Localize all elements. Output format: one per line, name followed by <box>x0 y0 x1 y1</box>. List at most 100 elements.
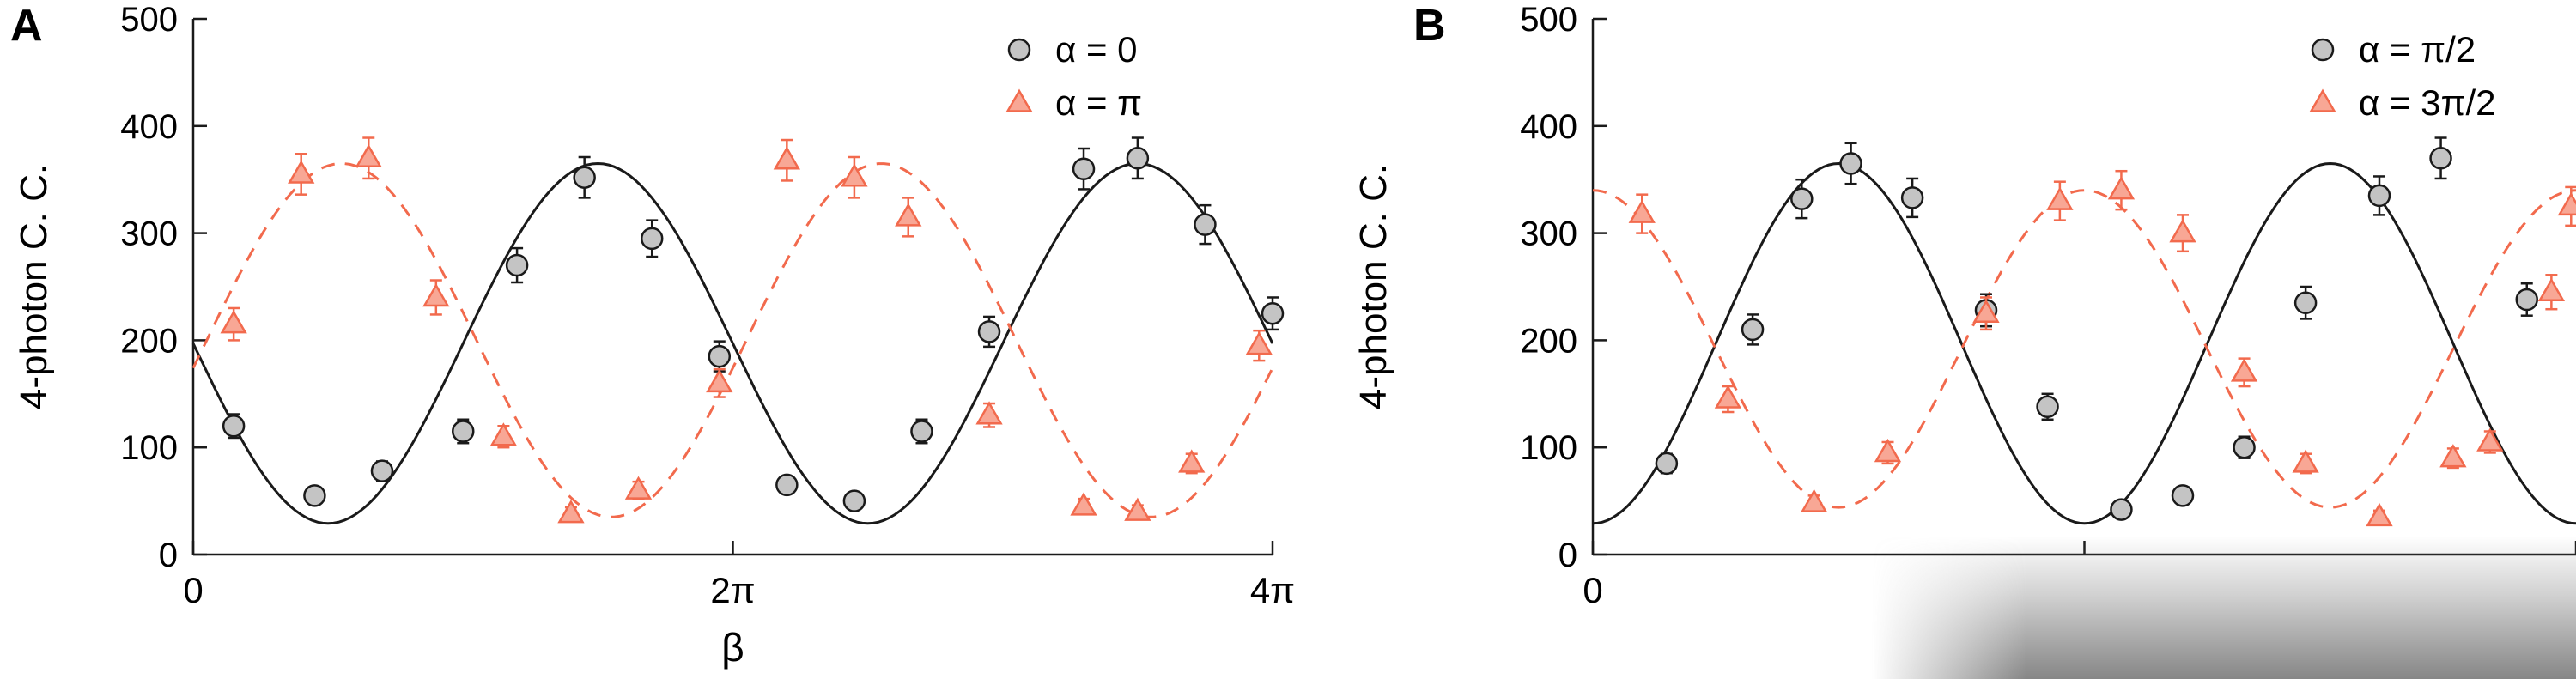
panel-a-label: A <box>10 1 43 51</box>
data-point-triangle <box>1178 449 1206 473</box>
fit-line-dashed <box>1592 189 2576 509</box>
data-point-triangle <box>2292 449 2319 473</box>
y-tick-label: 300 <box>120 215 178 253</box>
data-point-circle <box>1741 318 1765 342</box>
data-point-circle <box>2233 435 2256 459</box>
series-triangle <box>220 136 1273 524</box>
y-tick-label: 0 <box>159 537 178 574</box>
axes: 0 100 200 300 400 500 0 4-photon C. C. <box>1352 1 2576 610</box>
data-point-triangle <box>975 401 1003 425</box>
data-point-triangle <box>1628 199 1656 223</box>
data-point-circle <box>1194 213 1217 236</box>
data-point-triangle <box>2366 502 2393 527</box>
data-point-triangle <box>1874 438 1902 463</box>
data-point-circle <box>1007 38 1031 62</box>
data-point-circle <box>1655 452 1679 476</box>
data-point-triangle <box>355 143 382 167</box>
legend: α = π/2 α = 3π/2 <box>2309 29 2496 123</box>
panel-a-chart: 0 100 200 300 400 500 0 2π 4π 4-photon C. C. β α = … <box>13 1 1295 670</box>
data-point-triangle <box>422 282 450 307</box>
data-point-triangle <box>220 310 247 334</box>
legend-label: α = 0 <box>1055 29 1138 70</box>
fit-line-solid <box>1592 161 2576 525</box>
data-point-circle <box>2110 498 2133 521</box>
series-triangle <box>1628 169 2576 527</box>
data-point-circle <box>708 344 732 368</box>
data-point-triangle <box>1005 88 1033 112</box>
y-axis-label: 4-photon C. C. <box>1352 164 1394 409</box>
fit-line-solid <box>191 161 1274 525</box>
data-point-triangle <box>706 368 733 393</box>
fit-line-dashed <box>191 162 1274 518</box>
data-point-circle <box>222 414 246 438</box>
data-point-circle <box>1261 301 1285 325</box>
y-tick-label: 400 <box>120 108 178 146</box>
y-axis-label: 4-photon C. C. <box>13 164 55 409</box>
data-point-circle <box>505 253 529 277</box>
data-point-triangle <box>1800 488 1828 512</box>
data-point-circle <box>2367 184 2391 208</box>
data-point-triangle <box>288 160 315 184</box>
y-tick-label: 200 <box>120 322 178 360</box>
data-point-triangle <box>895 203 922 227</box>
panel-b-label: B <box>1413 1 1446 51</box>
legend-label: α = 3π/2 <box>2359 82 2496 123</box>
data-point-circle <box>977 320 1001 343</box>
data-point-circle <box>2171 484 2195 507</box>
x-tick-label: 2π <box>710 570 755 610</box>
data-point-circle <box>2293 291 2318 314</box>
data-point-triangle <box>557 500 585 524</box>
series-circle <box>222 136 1285 512</box>
panel-a: A 0 100 200 300 400 500 0 2π 4π 4-photon C. C. β α … <box>10 1 1295 670</box>
y-tick-label: 300 <box>1520 215 1577 253</box>
data-point-triangle <box>841 163 868 187</box>
data-point-circle <box>1072 157 1096 180</box>
data-point-circle <box>775 473 799 497</box>
data-point-triangle <box>2309 88 2336 112</box>
data-point-triangle <box>2557 191 2576 216</box>
data-point-triangle <box>2537 277 2566 301</box>
data-point-circle <box>1126 146 1150 170</box>
legend-label: α = π/2 <box>2359 29 2476 70</box>
data-point-circle <box>2036 395 2059 419</box>
data-point-circle <box>573 166 596 189</box>
data-point-triangle <box>1714 385 1742 409</box>
data-point-circle <box>2311 38 2335 62</box>
data-point-circle <box>1900 186 1924 209</box>
data-point-triangle <box>2046 186 2074 210</box>
data-point-triangle <box>624 476 653 500</box>
data-point-circle <box>370 459 394 482</box>
legend: α = 0 α = π <box>1005 29 1142 123</box>
axes: 0 100 200 300 400 500 0 2π 4π 4-photon C. C. β <box>13 1 1295 670</box>
panel-b: B 0 100 200 300 400 500 0 4-photon C. C. α = π/2… <box>1340 0 2576 679</box>
data-point-triangle <box>1245 331 1273 355</box>
x-tick-label: 0 <box>183 570 203 610</box>
data-point-triangle <box>2439 444 2467 468</box>
y-tick-label: 500 <box>1520 1 1577 39</box>
data-point-circle <box>1790 187 1814 210</box>
data-point-triangle <box>1070 492 1097 516</box>
data-point-triangle <box>489 422 518 446</box>
data-point-circle <box>2429 146 2452 170</box>
data-point-triangle <box>1124 497 1151 521</box>
data-point-triangle <box>2107 176 2136 200</box>
y-tick-label: 200 <box>1520 322 1577 360</box>
data-point-circle <box>452 420 475 443</box>
legend-label: α = π <box>1055 82 1142 123</box>
data-point-circle <box>640 227 664 251</box>
x-tick-label: 4π <box>1250 570 1295 610</box>
x-axis-label: β <box>721 625 744 670</box>
x-tick-label: 0 <box>1583 570 1602 610</box>
y-tick-label: 400 <box>1520 108 1577 146</box>
data-point-triangle <box>1972 299 2000 323</box>
y-tick-label: 500 <box>120 1 178 39</box>
data-point-circle <box>2515 288 2538 312</box>
y-tick-label: 100 <box>120 429 178 467</box>
data-point-circle <box>842 489 866 512</box>
data-point-circle <box>910 420 933 443</box>
y-tick-label: 0 <box>1558 537 1577 574</box>
data-point-triangle <box>2169 219 2196 243</box>
series-circle <box>1655 136 2538 521</box>
